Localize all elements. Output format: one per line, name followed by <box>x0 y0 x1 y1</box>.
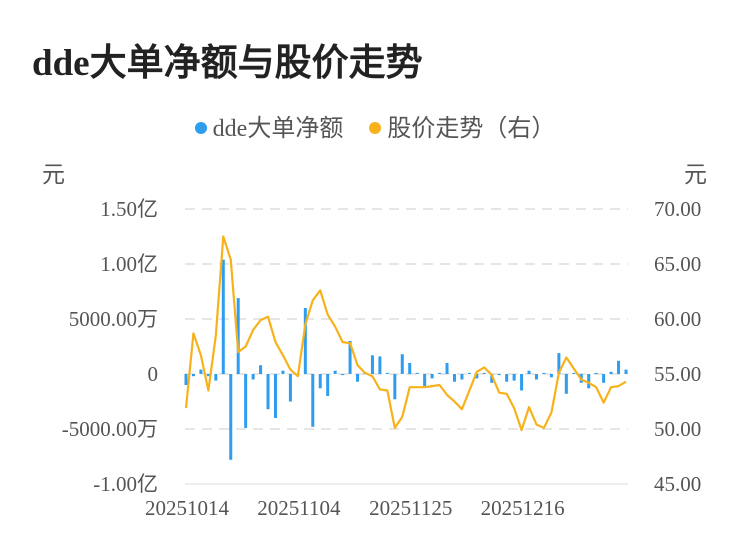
dde-bar <box>356 374 360 382</box>
dde-bar <box>557 353 561 374</box>
dde-bar <box>408 363 412 374</box>
dde-bar <box>520 374 524 391</box>
right-tick-label: 70.00 <box>654 197 701 221</box>
left-tick-label: -5000.00万 <box>62 417 158 441</box>
dde-bar <box>609 371 613 374</box>
dde-bar <box>348 341 352 374</box>
dde-bar <box>311 374 315 427</box>
dde-bar <box>527 370 531 374</box>
dde-bar <box>206 374 210 377</box>
dde-bar <box>460 374 464 380</box>
right-axis-unit: 元 <box>684 162 707 187</box>
dde-bar <box>542 372 546 374</box>
dde-bar <box>385 372 389 374</box>
x-tick-label: 20251014 <box>145 496 230 520</box>
dde-bar <box>572 372 576 374</box>
dde-bar <box>326 374 330 396</box>
right-tick-label: 65.00 <box>654 252 701 276</box>
dde-bar <box>378 356 382 374</box>
left-tick-label: 5000.00万 <box>69 307 158 331</box>
price-line <box>184 235 627 432</box>
dde-bar <box>549 374 553 378</box>
legend: dde大单净额 股价走势（右） <box>0 108 750 143</box>
dde-bar <box>602 374 606 383</box>
dde-bar <box>259 365 263 374</box>
right-tick-label: 50.00 <box>654 417 701 441</box>
dde-bar <box>393 374 397 400</box>
dde-bar <box>341 374 345 376</box>
dde-bar <box>497 374 501 376</box>
dde-bar <box>482 372 486 374</box>
x-tick-label: 20251104 <box>257 496 341 520</box>
dde-bar <box>505 374 509 382</box>
dde-bar <box>244 374 248 428</box>
dde-bar <box>318 374 322 389</box>
x-tick-label: 20251216 <box>481 496 565 520</box>
dde-bar <box>624 369 628 374</box>
legend-dot-icon <box>194 122 207 134</box>
dde-bar <box>199 369 203 374</box>
legend-item-dde[interactable]: dde大单净额 <box>194 116 343 142</box>
dde-bar <box>475 374 479 379</box>
right-tick-label: 45.00 <box>654 472 701 496</box>
dde-bar <box>273 374 277 418</box>
right-tick-label: 60.00 <box>654 307 701 331</box>
legend-dot-icon <box>369 122 382 134</box>
dde-bar <box>438 372 442 374</box>
dde-bar <box>415 372 419 374</box>
dde-bar <box>445 363 449 374</box>
dde-bar <box>221 259 225 374</box>
dde-bar <box>229 374 233 460</box>
right-tick-label: 55.00 <box>654 362 701 386</box>
left-tick-label: 1.50亿 <box>100 197 158 221</box>
dde-bar <box>535 374 539 380</box>
dde-bar <box>303 308 307 374</box>
dde-bar <box>251 374 255 380</box>
legend-item-price[interactable]: 股价走势（右） <box>369 116 555 142</box>
dde-bar <box>370 355 374 374</box>
dde-bar <box>400 354 404 374</box>
dde-bar <box>333 370 337 374</box>
dde-bar <box>452 374 456 382</box>
dde-bar <box>184 374 188 385</box>
dde-bar <box>214 374 218 381</box>
dde-bar <box>191 374 195 377</box>
left-tick-label: -1.00亿 <box>93 472 158 496</box>
dde-bar <box>266 374 270 410</box>
dde-bar <box>467 372 471 374</box>
dde-bar <box>564 374 568 394</box>
left-tick-label: 0 <box>148 362 159 386</box>
dde-bar <box>288 374 292 402</box>
dde-bar <box>236 298 240 374</box>
dde-bar <box>512 374 516 381</box>
left-axis-unit: 元 <box>42 162 65 187</box>
dde-bar <box>594 372 598 374</box>
dde-bar <box>430 374 434 379</box>
chart-title: dde大单净额与股价走势 <box>32 43 423 84</box>
x-tick-label: 20251125 <box>369 496 452 520</box>
left-tick-label: 1.00亿 <box>100 252 158 276</box>
dde-bar <box>423 374 427 387</box>
dde-bar <box>587 374 591 389</box>
dde-bar <box>281 370 285 374</box>
dde-bar <box>490 374 494 383</box>
dde-bar <box>617 360 621 374</box>
